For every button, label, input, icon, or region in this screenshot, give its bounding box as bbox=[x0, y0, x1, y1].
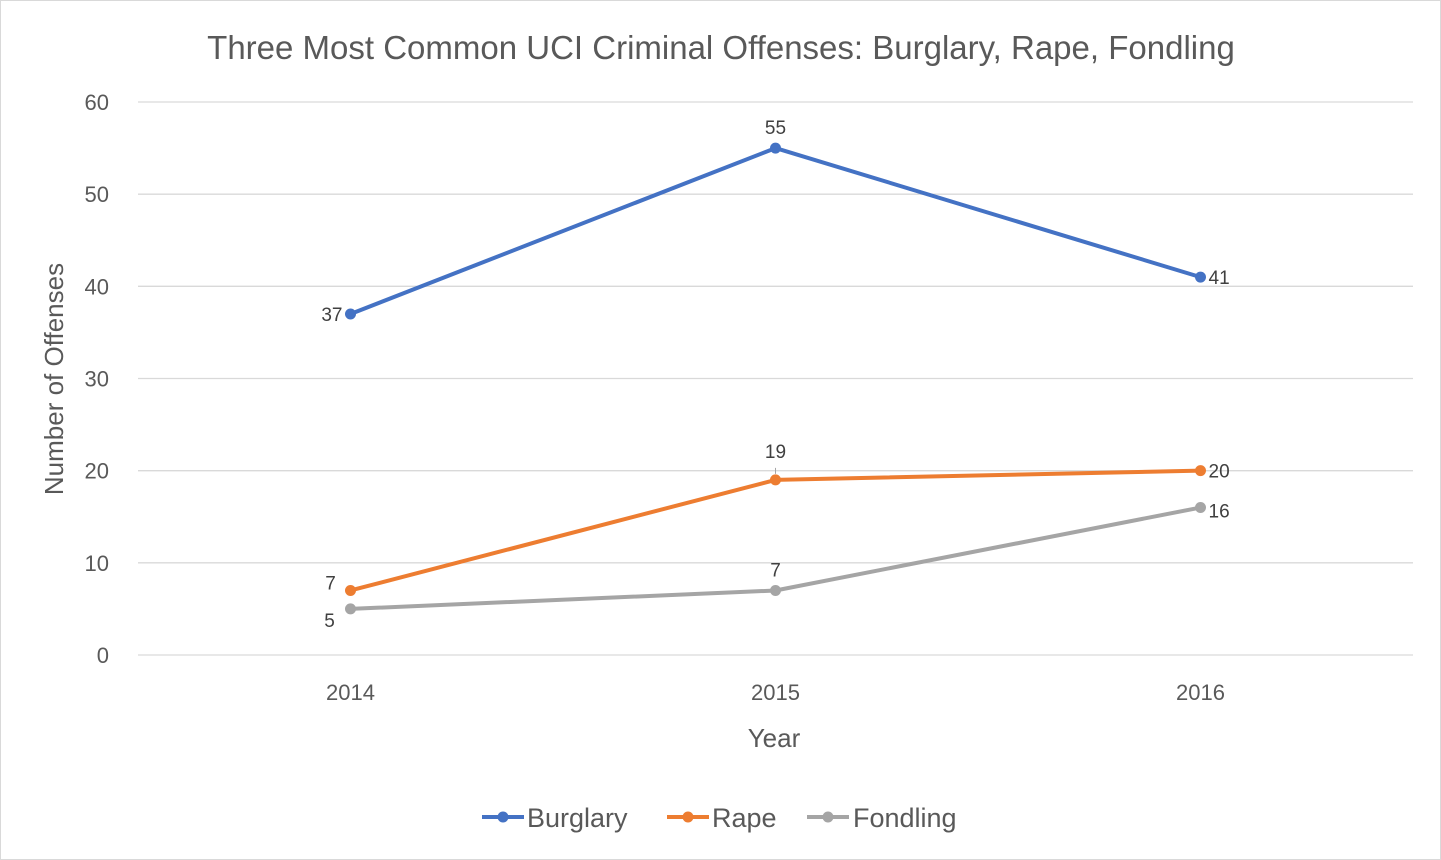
x-axis-ticks: 2014 2015 2016 bbox=[326, 680, 1225, 705]
data-point-fondling[interactable] bbox=[1195, 502, 1206, 514]
x-tick-label: 2015 bbox=[751, 680, 800, 705]
data-labels: 37 55 41 7 19 20 5 7 16 bbox=[321, 118, 1229, 632]
series-group bbox=[345, 142, 1206, 615]
y-tick-label: 10 bbox=[85, 551, 109, 576]
data-point-burglary[interactable] bbox=[345, 308, 356, 320]
series-fondling bbox=[345, 502, 1206, 615]
legend-item-rape[interactable]: Rape bbox=[667, 803, 777, 833]
chart-title: Three Most Common UCI Criminal Offenses:… bbox=[207, 29, 1235, 66]
y-tick-label: 20 bbox=[85, 459, 109, 484]
data-label-fondling: 5 bbox=[324, 611, 335, 632]
y-tick-label: 40 bbox=[85, 274, 109, 299]
legend-item-fondling[interactable]: Fondling bbox=[807, 803, 957, 833]
y-tick-label: 30 bbox=[85, 367, 109, 392]
x-tick-label: 2016 bbox=[1176, 680, 1225, 705]
y-axis-title: Number of Offenses bbox=[39, 263, 69, 495]
series-rape bbox=[345, 465, 1206, 596]
data-point-rape[interactable] bbox=[1195, 465, 1206, 477]
legend-label: Rape bbox=[712, 803, 777, 833]
y-tick-label: 0 bbox=[97, 643, 109, 668]
data-label-rape: 7 bbox=[325, 573, 336, 594]
data-label-rape: 19 bbox=[765, 442, 786, 463]
legend-swatch-marker bbox=[822, 811, 834, 823]
legend: Burglary Rape Fondling bbox=[482, 803, 957, 833]
y-tick-label: 60 bbox=[85, 90, 109, 115]
series-line-burglary bbox=[348, 146, 1203, 316]
data-label-rape: 20 bbox=[1209, 462, 1230, 483]
legend-swatch-marker bbox=[497, 811, 509, 823]
legend-item-burglary[interactable]: Burglary bbox=[482, 803, 628, 833]
x-axis-title: Year bbox=[748, 723, 801, 753]
data-label-burglary: 37 bbox=[321, 305, 342, 326]
data-point-rape[interactable] bbox=[770, 474, 781, 486]
y-axis-ticks: 0 10 20 30 40 50 60 bbox=[85, 90, 109, 668]
legend-label: Burglary bbox=[527, 803, 628, 833]
series-burglary bbox=[345, 142, 1206, 320]
legend-swatch-marker bbox=[682, 811, 694, 823]
data-label-burglary: 41 bbox=[1209, 268, 1230, 289]
data-point-fondling[interactable] bbox=[770, 584, 781, 596]
legend-label: Fondling bbox=[853, 803, 957, 833]
data-label-fondling: 7 bbox=[770, 560, 781, 581]
data-point-burglary[interactable] bbox=[1195, 271, 1206, 283]
data-point-fondling[interactable] bbox=[345, 603, 356, 615]
data-label-fondling: 16 bbox=[1209, 502, 1230, 523]
data-point-burglary[interactable] bbox=[770, 142, 781, 154]
data-point-rape[interactable] bbox=[345, 584, 356, 596]
x-tick-label: 2014 bbox=[326, 680, 375, 705]
y-tick-label: 50 bbox=[85, 182, 109, 207]
data-label-burglary: 55 bbox=[765, 118, 786, 139]
